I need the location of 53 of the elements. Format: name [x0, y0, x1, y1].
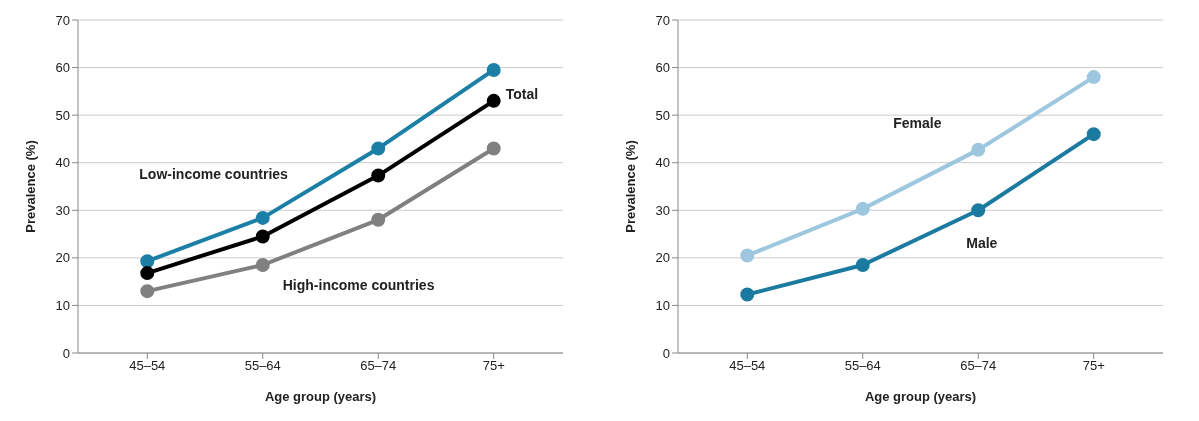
point [255, 257, 270, 272]
point [855, 201, 870, 216]
point [740, 248, 755, 263]
y-tick-label: 20 [55, 250, 70, 266]
y-tick-label: 0 [662, 345, 670, 361]
y-tick-label: 10 [655, 298, 670, 314]
y-axis-title: Prevalence (%) [22, 140, 38, 233]
point [855, 257, 870, 272]
point [486, 62, 501, 77]
x-tick-label: 55–64 [244, 358, 281, 374]
y-tick-label: 30 [655, 202, 670, 218]
y-tick-label: 40 [655, 155, 670, 171]
point [255, 210, 270, 225]
point [971, 203, 986, 218]
point [371, 212, 386, 227]
series-label: Male [966, 235, 998, 252]
point [486, 93, 501, 108]
y-tick-label: 70 [55, 12, 70, 28]
x-tick-label: 45–54 [129, 358, 166, 374]
point [371, 141, 386, 156]
point [371, 168, 386, 183]
series-label: Total [505, 85, 539, 102]
y-tick-label: 40 [55, 155, 70, 171]
y-tick-label: 50 [655, 107, 670, 123]
y-axis-title: Prevalence (%) [622, 140, 638, 233]
point [486, 141, 501, 156]
y-tick-label: 60 [55, 60, 70, 76]
y-tick-label: 30 [55, 202, 70, 218]
x-tick-label: 45–54 [729, 358, 766, 374]
x-axis-title: Age group (years) [264, 389, 377, 404]
point [140, 266, 155, 281]
x-tick-label: 75+ [1082, 358, 1105, 374]
x-tick-label: 65–74 [960, 358, 997, 374]
y-tick-label: 60 [655, 60, 670, 76]
y-tick-label: 10 [55, 298, 70, 314]
point [140, 254, 155, 269]
x-tick-label: 65–74 [360, 358, 397, 374]
y-tick-label: 0 [62, 345, 70, 361]
y-tick-label: 70 [655, 12, 670, 28]
x-tick-label: 75+ [482, 358, 505, 374]
point [740, 287, 755, 302]
series-label: Low-income countries [139, 166, 289, 183]
point [1086, 127, 1101, 142]
x-axis-title: Age group (years) [864, 389, 977, 404]
y-tick-label: 50 [55, 107, 70, 123]
point [140, 284, 155, 299]
x-tick-label: 55–64 [844, 358, 881, 374]
y-tick-label: 20 [655, 250, 670, 266]
point [971, 142, 986, 157]
point [255, 229, 270, 244]
point [1086, 70, 1101, 85]
series-label: High-income countries [282, 276, 435, 293]
text: Female [893, 114, 942, 131]
